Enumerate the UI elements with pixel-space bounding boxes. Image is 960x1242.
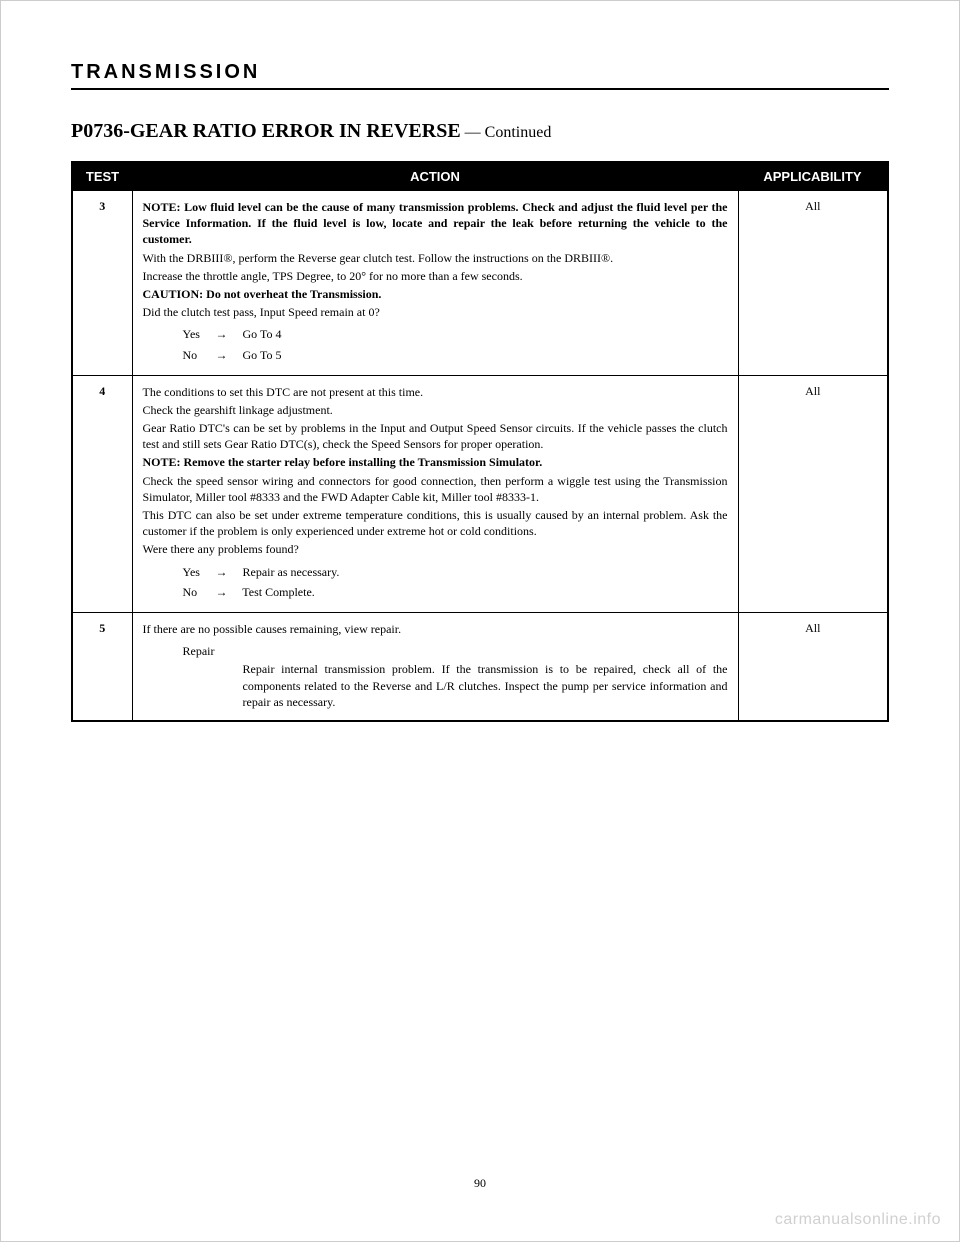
- repair-block: Repair Repair internal transmission prob…: [183, 643, 728, 710]
- test-number: 3: [72, 191, 132, 376]
- action-para: If there are no possible causes remainin…: [143, 621, 728, 637]
- no-row: No → Test Complete.: [183, 584, 728, 600]
- repair-label: Repair: [183, 643, 728, 659]
- page-number: 90: [1, 1176, 959, 1191]
- col-header-test: TEST: [72, 162, 132, 191]
- action-para: This DTC can also be set under extreme t…: [143, 507, 728, 539]
- action-para: The conditions to set this DTC are not p…: [143, 384, 728, 400]
- action-para: Check the gearshift linkage adjustment.: [143, 402, 728, 418]
- action-cell: The conditions to set this DTC are not p…: [132, 375, 738, 612]
- yn-action: Go To 4: [243, 327, 282, 341]
- table-row: 4 The conditions to set this DTC are not…: [72, 375, 888, 612]
- test-number: 4: [72, 375, 132, 612]
- action-para: NOTE: Remove the starter relay before in…: [143, 454, 728, 470]
- title-main: P0736-GEAR RATIO ERROR IN REVERSE: [71, 120, 461, 142]
- applicability-cell: All: [738, 612, 888, 720]
- action-cell: NOTE: Low fluid level can be the cause o…: [132, 191, 738, 376]
- yes-row: Yes → Repair as necessary.: [183, 564, 728, 580]
- arrow-icon: →: [216, 564, 240, 580]
- yes-row: Yes → Go To 4: [183, 326, 728, 342]
- action-para: Gear Ratio DTC's can be set by problems …: [143, 420, 728, 452]
- yes-no-block: Yes → Repair as necessary. No → Test Com…: [183, 564, 728, 600]
- action-cell: If there are no possible causes remainin…: [132, 612, 738, 720]
- watermark: carmanualsonline.info: [775, 1211, 941, 1229]
- yn-label: No: [183, 347, 213, 363]
- table-row: 5 If there are no possible causes remain…: [72, 612, 888, 720]
- action-para: Were there any problems found?: [143, 541, 728, 557]
- col-header-action: ACTION: [132, 162, 738, 191]
- yn-label: No: [183, 584, 213, 600]
- title-continued: — Continued: [461, 124, 552, 141]
- action-para: Check the speed sensor wiring and connec…: [143, 473, 728, 505]
- no-row: No → Go To 5: [183, 347, 728, 363]
- yn-label: Yes: [183, 564, 213, 580]
- yn-action: Test Complete.: [242, 585, 314, 599]
- action-para: CAUTION: Do not overheat the Transmissio…: [143, 286, 728, 302]
- table-row: 3 NOTE: Low fluid level can be the cause…: [72, 191, 888, 376]
- action-para: With the DRBIII®, perform the Reverse ge…: [143, 250, 728, 266]
- yn-action: Repair as necessary.: [243, 565, 340, 579]
- section-header: TRANSMISSION: [71, 61, 889, 90]
- action-para: NOTE: Low fluid level can be the cause o…: [143, 199, 728, 248]
- arrow-icon: →: [216, 326, 240, 342]
- applicability-cell: All: [738, 375, 888, 612]
- action-para: Increase the throttle angle, TPS Degree,…: [143, 268, 728, 284]
- page-title: P0736-GEAR RATIO ERROR IN REVERSE — Cont…: [71, 120, 889, 143]
- table-header-row: TEST ACTION APPLICABILITY: [72, 162, 888, 191]
- yn-label: Yes: [183, 326, 213, 342]
- action-para: Did the clutch test pass, Input Speed re…: [143, 304, 728, 320]
- manual-page: TRANSMISSION P0736-GEAR RATIO ERROR IN R…: [0, 0, 960, 1242]
- applicability-cell: All: [738, 191, 888, 376]
- test-number: 5: [72, 612, 132, 720]
- diagnostic-table: TEST ACTION APPLICABILITY 3 NOTE: Low fl…: [71, 161, 889, 722]
- repair-body: Repair internal transmission problem. If…: [243, 661, 728, 710]
- col-header-applicability: APPLICABILITY: [738, 162, 888, 191]
- arrow-icon: →: [216, 347, 240, 363]
- yn-action: Go To 5: [243, 348, 282, 362]
- arrow-icon: →: [216, 584, 240, 600]
- yes-no-block: Yes → Go To 4 No → Go To 5: [183, 326, 728, 362]
